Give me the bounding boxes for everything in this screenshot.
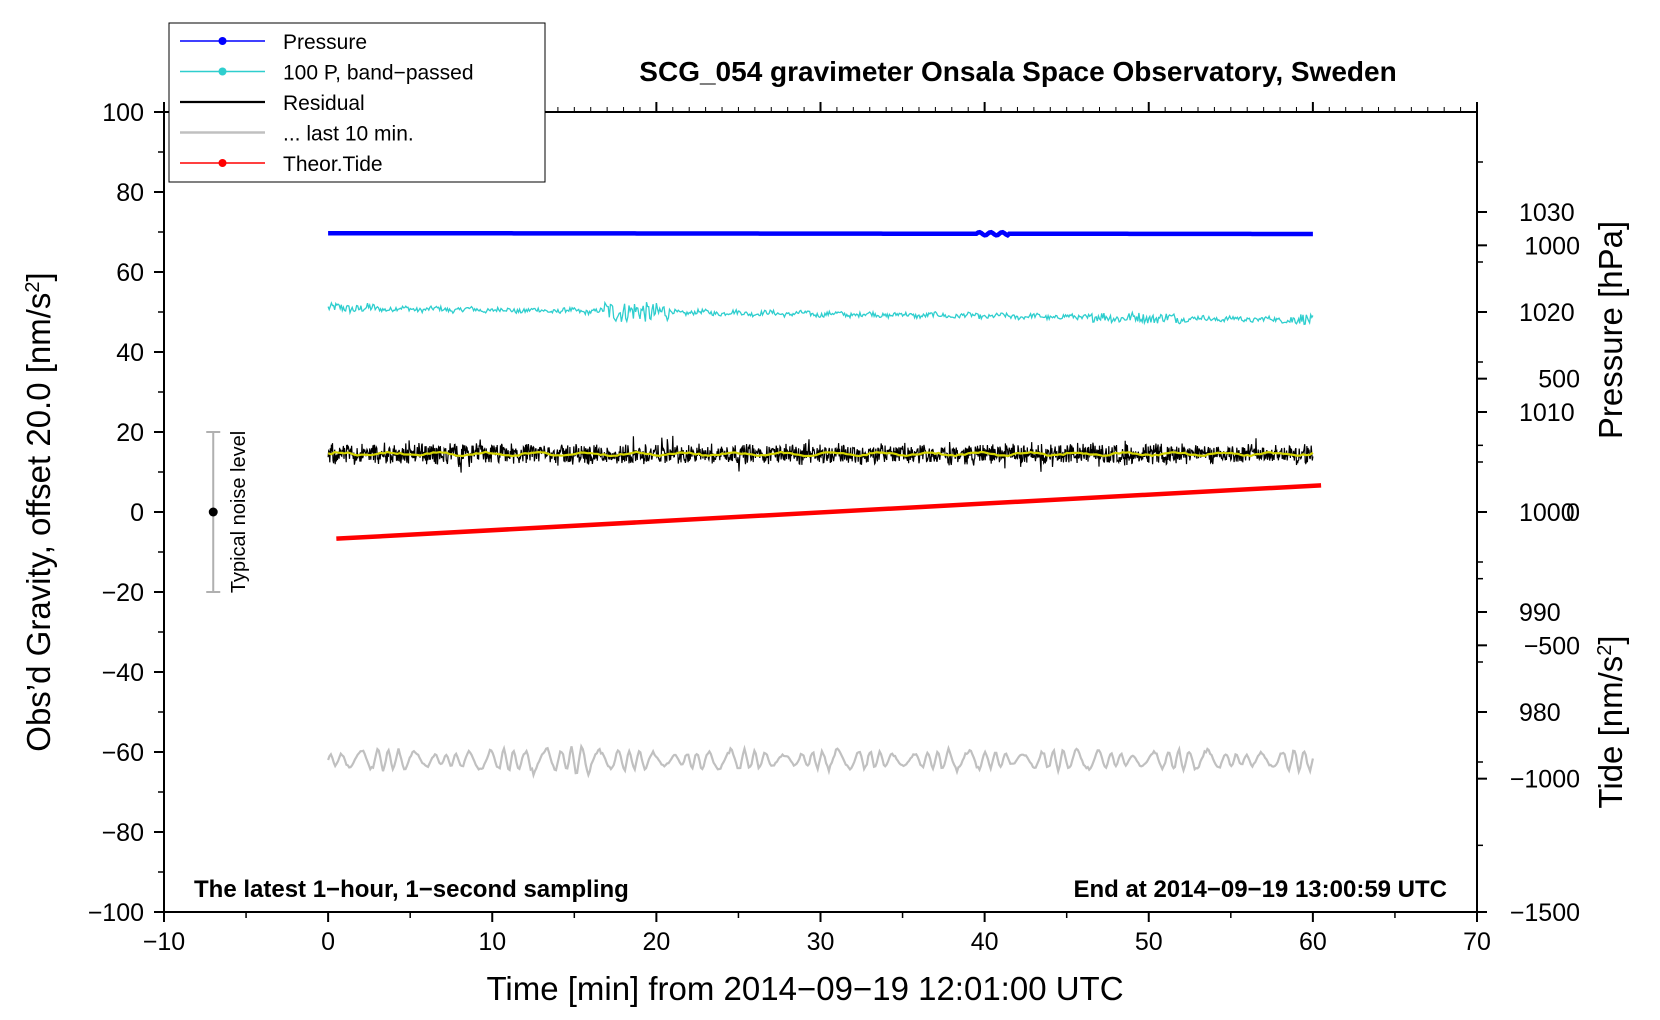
y-tick-label: 80 <box>116 179 144 207</box>
series-residual-smoothed-line <box>327 450 1314 458</box>
legend-label: Theor.Tide <box>283 153 383 176</box>
tide-axis-title: Tide [nm/s2] <box>1592 635 1629 808</box>
series-theor-tide-line <box>336 483 1322 541</box>
pressure-tick-label: 1020 <box>1519 299 1575 327</box>
tide-tick-label: 0 <box>1566 499 1580 527</box>
y-tick-label: −40 <box>102 659 144 687</box>
noise-bar-label: Typical noise level <box>228 431 250 593</box>
x-tick-label: 30 <box>807 928 835 956</box>
legend-swatch-marker <box>218 159 227 167</box>
annotation-sampling: The latest 1−hour, 1−second sampling <box>194 876 629 903</box>
y-tick-label: 20 <box>116 419 144 447</box>
ticks-layer: −10 0 10 20 30 40 50 60 70100806040200−20−40−60−… <box>88 99 1580 956</box>
left-axis-title-sup: 2 <box>22 281 44 292</box>
pressure-tick-label: 990 <box>1519 599 1561 627</box>
series-last-10-min-line <box>327 743 1314 780</box>
legend: Pressure 100 P, band−passed Residual ... la… <box>168 22 546 183</box>
legend-label: Residual <box>283 92 365 115</box>
legend-label: 100 P, band−passed <box>283 62 474 85</box>
annotation-end-time: End at 2014−09−19 13:00:59 UTC <box>1073 876 1447 903</box>
x-tick-label: 10 <box>478 928 506 956</box>
legend-label: Pressure <box>283 31 367 54</box>
legend-swatch-marker <box>218 37 227 45</box>
x-tick-label: 50 <box>1135 928 1163 956</box>
left-axis-title-end: ] <box>20 272 57 281</box>
tide-axis-title-end: ] <box>1592 635 1629 644</box>
noise-bar: Typical noise level <box>206 431 250 593</box>
pressure-tick-label: 1030 <box>1519 199 1575 227</box>
tide-tick-label: −1500 <box>1510 899 1580 927</box>
tide-tick-label: 1000 <box>1524 232 1580 260</box>
series-band-passed-line <box>327 300 1314 326</box>
y-tick-label: 100 <box>102 99 144 127</box>
y-tick-label: −20 <box>102 579 144 607</box>
tide-axis-title-text: Tide [nm/s <box>1592 656 1629 809</box>
tide-axis-title-sup: 2 <box>1594 645 1616 656</box>
series-pressure-line <box>328 229 1313 239</box>
x-tick-label: 20 <box>642 928 670 956</box>
noise-bar-center-dot <box>208 507 218 517</box>
pressure-axis-title: Pressure [hPa] <box>1592 221 1629 439</box>
pressure-tick-label: 980 <box>1519 699 1561 727</box>
y-tick-label: 40 <box>116 339 144 367</box>
y-tick-label: 0 <box>130 499 144 527</box>
x-tick-label: 60 <box>1299 928 1327 956</box>
series-layer <box>327 229 1322 780</box>
x-tick-label: 0 <box>321 928 335 956</box>
y-tick-label: −60 <box>102 739 144 767</box>
tide-tick-label: 500 <box>1538 366 1580 394</box>
pressure-tick-label: 1000 <box>1519 499 1575 527</box>
legend-label: ... last 10 min. <box>283 123 414 146</box>
y-tick-label: −100 <box>88 899 144 927</box>
x-axis-title: Time [min] from 2014−09−19 12:01:00 UTC <box>486 970 1123 1007</box>
series-residual-line <box>327 435 1314 473</box>
y-tick-label: 60 <box>116 259 144 287</box>
x-tick-label: 40 <box>971 928 999 956</box>
chart-title: SCG_054 gravimeter Onsala Space Observat… <box>639 56 1396 87</box>
tide-tick-label: −500 <box>1524 632 1580 660</box>
tide-tick-label: −1000 <box>1510 766 1580 794</box>
x-tick-label: −10 <box>143 928 185 956</box>
left-axis-title-text: Obs’d Gravity, offset 20.0 [nm/s <box>20 293 57 752</box>
pressure-tick-label: 1010 <box>1519 399 1575 427</box>
x-tick-label: 70 <box>1463 928 1491 956</box>
legend-swatch-marker <box>218 67 227 76</box>
left-axis-title: Obs’d Gravity, offset 20.0 [nm/s2] <box>20 272 57 751</box>
y-tick-label: −80 <box>102 819 144 847</box>
